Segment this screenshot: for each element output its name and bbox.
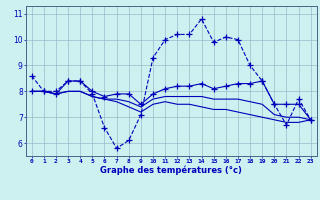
- X-axis label: Graphe des températures (°c): Graphe des températures (°c): [100, 165, 242, 175]
